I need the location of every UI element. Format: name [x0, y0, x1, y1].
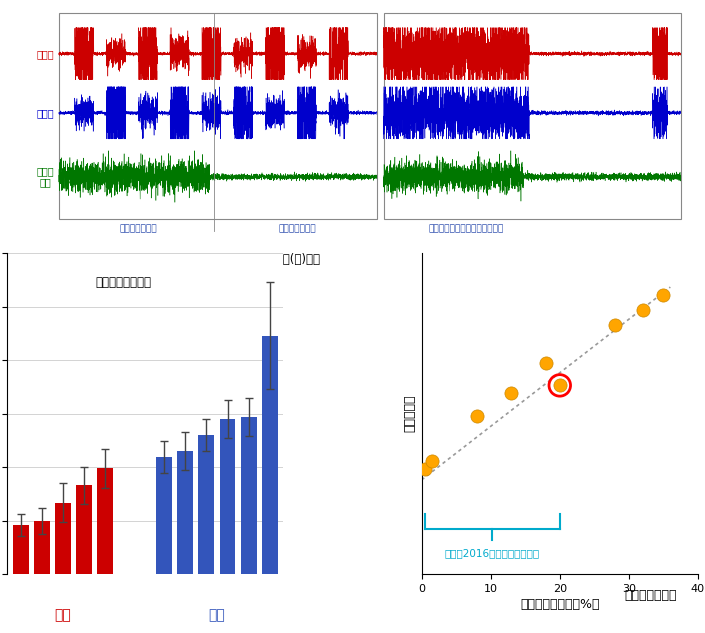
Point [658, 290, 669, 300]
Bar [262, 335, 278, 574]
Point [609, 320, 620, 330]
Point [419, 463, 431, 473]
Bar [178, 451, 193, 574]
Text: 筋電図の例: 筋電図の例 [62, 279, 97, 292]
Point [540, 358, 551, 368]
Text: 舌骨上
筋群: 舌骨上 筋群 [37, 166, 54, 187]
Bar [59, 13, 376, 220]
Text: 男性: 男性 [209, 609, 226, 623]
Bar [219, 419, 235, 574]
Point [427, 456, 438, 466]
Bar [199, 435, 214, 574]
Point [554, 380, 565, 391]
Text: 女性: 女性 [54, 609, 71, 623]
Text: 左和筋: 左和筋 [37, 108, 54, 118]
Bar [34, 521, 50, 574]
Y-axis label: 筋電位変数: 筋電位変数 [403, 395, 416, 432]
Bar [240, 417, 257, 574]
Text: 自由咩嚙し嘡下時にボタン押し: 自由咩嚙し嘡下時にボタン押し [429, 225, 504, 234]
Text: 図1　チューインガムの咩嚙側を指定した時(左)と米飯9gを自由に咩嚙した時(右)　の: 図1 チューインガムの咩嚙側を指定した時(左)と米飯9gを自由に咩嚙した時(右)… [35, 253, 321, 266]
Bar [384, 13, 681, 220]
Text: 右和筋: 右和筋 [37, 49, 54, 59]
X-axis label: アミロース含量（%）: アミロース含量（%） [520, 598, 599, 611]
Point [637, 304, 649, 315]
Point [471, 411, 482, 421]
Bar [13, 525, 29, 574]
Bar [55, 503, 71, 574]
Text: 有意な品種差なし: 有意な品種差なし [95, 275, 152, 289]
Text: 既報ﾈ2016成果情報ﾉの範囲: 既報ﾈ2016成果情報ﾉの範囲 [445, 548, 540, 558]
Text: 右側噌みを指定: 右側噌みを指定 [278, 225, 316, 234]
Text: （神山かおる）: （神山かおる） [625, 589, 678, 601]
Point [505, 388, 517, 398]
Text: 左側噌みを指定: 左側噌みを指定 [120, 225, 157, 234]
Point [554, 380, 565, 391]
Bar [97, 468, 113, 574]
Bar [157, 456, 172, 574]
Bar [76, 486, 92, 574]
